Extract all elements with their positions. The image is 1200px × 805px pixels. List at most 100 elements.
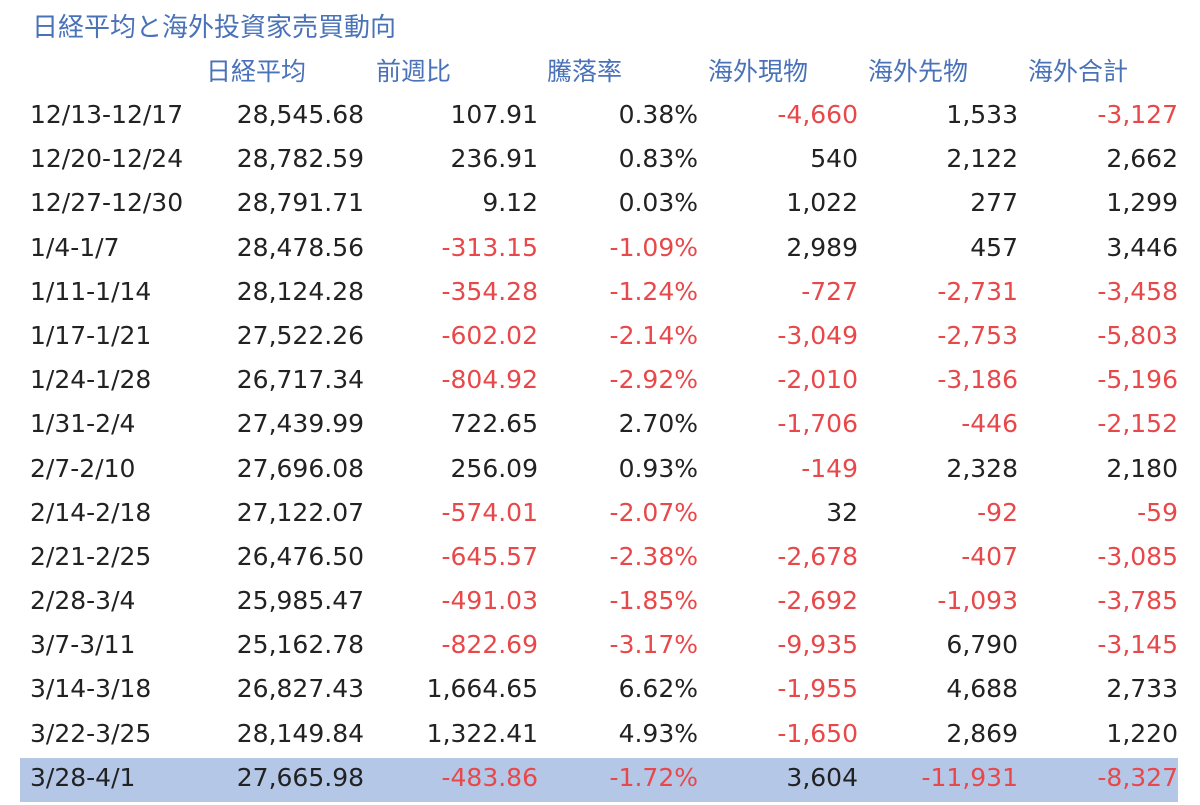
- cell-nikkei: 27,122.07: [236, 497, 364, 527]
- cell-total: -3,785: [1097, 586, 1178, 616]
- cell-nikkei: 28,545.68: [236, 100, 364, 129]
- cell-period: 2/14-2/18: [30, 497, 152, 527]
- cell-period: 1/31-2/4: [30, 409, 136, 439]
- cell-change: -313.15: [441, 232, 539, 262]
- cell-spot: -727: [801, 276, 858, 306]
- cell-spot: -1,650: [777, 718, 858, 748]
- cell-futures: -2,731: [937, 276, 1018, 306]
- cell-rate: -2.38%: [609, 541, 698, 571]
- cell-spot: -2,692: [777, 586, 858, 616]
- cell-rate: -1.72%: [609, 762, 698, 792]
- header-rate: 騰落率: [547, 57, 623, 86]
- cell-total: 1,299: [1106, 188, 1178, 218]
- cell-change: 722.65: [450, 409, 538, 439]
- cell-nikkei: 26,476.50: [236, 541, 364, 571]
- cell-rate: -1.24%: [609, 276, 698, 306]
- header-change: 前週比: [376, 57, 452, 86]
- cell-rate: -2.07%: [609, 497, 698, 527]
- cell-period: 12/13-12/17: [30, 100, 184, 129]
- cell-change: 256.09: [450, 453, 538, 483]
- table-row: 3/22-3/25 28,149.84 1,322.41 4.93% -1,650 2,8…: [0, 712, 1200, 756]
- cell-nikkei: 25,162.78: [236, 630, 364, 660]
- cell-total: -3,127: [1097, 100, 1178, 129]
- cell-total: -5,196: [1097, 365, 1178, 395]
- table-body: 12/13-12/17 28,545.68 107.91 0.38% -4,660 1,5…: [0, 93, 1200, 802]
- header-spot: 海外現物: [708, 57, 809, 86]
- cell-total: -8,327: [1097, 762, 1178, 792]
- table-row: 2/28-3/4 25,985.47 -491.03 -1.85% -2,692 -1,0…: [0, 579, 1200, 623]
- cell-futures: -92: [977, 497, 1018, 527]
- cell-change: 107.91: [450, 100, 538, 129]
- table-row: 2/14-2/18 27,122.07 -574.01 -2.07% 32 -92 -59: [0, 491, 1200, 535]
- cell-total: 2,662: [1106, 144, 1178, 174]
- cell-spot: 2,989: [786, 232, 858, 262]
- cell-period: 2/21-2/25: [30, 541, 152, 571]
- cell-change: -491.03: [441, 586, 539, 616]
- cell-rate: -2.14%: [609, 320, 698, 350]
- cell-spot: 32: [826, 497, 858, 527]
- header-total: 海外合計: [1028, 57, 1129, 86]
- cell-period: 1/4-1/7: [30, 232, 120, 262]
- table-row: 1/11-1/14 28,124.28 -354.28 -1.24% -727 -2,73…: [0, 270, 1200, 314]
- cell-period: 1/24-1/28: [30, 365, 152, 395]
- cell-total: -5,803: [1097, 320, 1178, 350]
- cell-futures: -11,931: [921, 762, 1019, 792]
- table-row: 1/4-1/7 28,478.56 -313.15 -1.09% 2,989 457 3,4…: [0, 226, 1200, 270]
- cell-period: 12/20-12/24: [30, 144, 184, 174]
- cell-futures: -446: [961, 409, 1018, 439]
- cell-period: 1/11-1/14: [30, 276, 152, 306]
- header-futures: 海外先物: [868, 57, 969, 86]
- cell-change: -483.86: [441, 762, 539, 792]
- cell-total: 1,220: [1106, 718, 1178, 748]
- cell-change: 1,664.65: [426, 674, 538, 704]
- cell-rate: -1.85%: [609, 586, 698, 616]
- table-header: 日経平均 前週比 騰落率 海外現物 海外先物 海外合計: [0, 50, 1200, 94]
- cell-rate: 0.38%: [618, 100, 698, 129]
- cell-spot: -1,955: [777, 674, 858, 704]
- cell-change: -574.01: [441, 497, 539, 527]
- table-row: 12/20-12/24 28,782.59 236.91 0.83% 540 2,122 2…: [0, 137, 1200, 181]
- cell-nikkei: 26,717.34: [236, 365, 364, 395]
- cell-period: 3/22-3/25: [30, 718, 152, 748]
- cell-spot: -149: [801, 453, 858, 483]
- cell-change: 236.91: [450, 144, 538, 174]
- cell-futures: 277: [970, 188, 1018, 218]
- cell-nikkei: 27,439.99: [236, 409, 364, 439]
- table-title: 日経平均と海外投資家売買動向: [32, 13, 397, 43]
- cell-total: -3,145: [1097, 630, 1178, 660]
- cell-nikkei: 28,791.71: [236, 188, 364, 218]
- cell-change: 9.12: [482, 188, 538, 218]
- cell-period: 3/7-3/11: [30, 630, 136, 660]
- cell-total: -3,458: [1097, 276, 1178, 306]
- cell-spot: -9,935: [777, 630, 858, 660]
- cell-change: -354.28: [441, 276, 539, 306]
- cell-rate: -1.09%: [609, 232, 698, 262]
- table-row: 12/13-12/17 28,545.68 107.91 0.38% -4,660 1,5…: [0, 93, 1200, 137]
- table-row: 12/27-12/30 28,791.71 9.12 0.03% 1,022 277 1,2…: [0, 181, 1200, 225]
- cell-rate: 0.93%: [618, 453, 698, 483]
- cell-period: 1/17-1/21: [30, 320, 152, 350]
- cell-total: 2,180: [1106, 453, 1178, 483]
- cell-futures: 2,869: [946, 718, 1018, 748]
- cell-nikkei: 27,696.08: [236, 453, 364, 483]
- cell-spot: -2,678: [777, 541, 858, 571]
- table-row: 1/31-2/4 27,439.99 722.65 2.70% -1,706 -446 -2…: [0, 402, 1200, 446]
- cell-rate: 4.93%: [618, 718, 698, 748]
- table-row: 1/24-1/28 26,717.34 -804.92 -2.92% -2,010 -3,…: [0, 358, 1200, 402]
- cell-total: 3,446: [1106, 232, 1178, 262]
- cell-futures: 457: [970, 232, 1018, 262]
- cell-period: 12/27-12/30: [30, 188, 184, 218]
- cell-futures: 6,790: [946, 630, 1018, 660]
- cell-spot: 3,604: [786, 762, 858, 792]
- cell-period: 2/28-3/4: [30, 586, 136, 616]
- cell-period: 2/7-2/10: [30, 453, 136, 483]
- cell-futures: -3,186: [937, 365, 1018, 395]
- cell-spot: -2,010: [777, 365, 858, 395]
- cell-change: -645.57: [441, 541, 539, 571]
- cell-change: -822.69: [441, 630, 539, 660]
- cell-nikkei: 28,124.28: [236, 276, 364, 306]
- cell-futures: 2,328: [946, 453, 1018, 483]
- row-highlight-background: [20, 757, 1178, 802]
- cell-spot: 540: [810, 144, 858, 174]
- table-row: 3/14-3/18 26,827.43 1,664.65 6.62% -1,955 4,6…: [0, 667, 1200, 711]
